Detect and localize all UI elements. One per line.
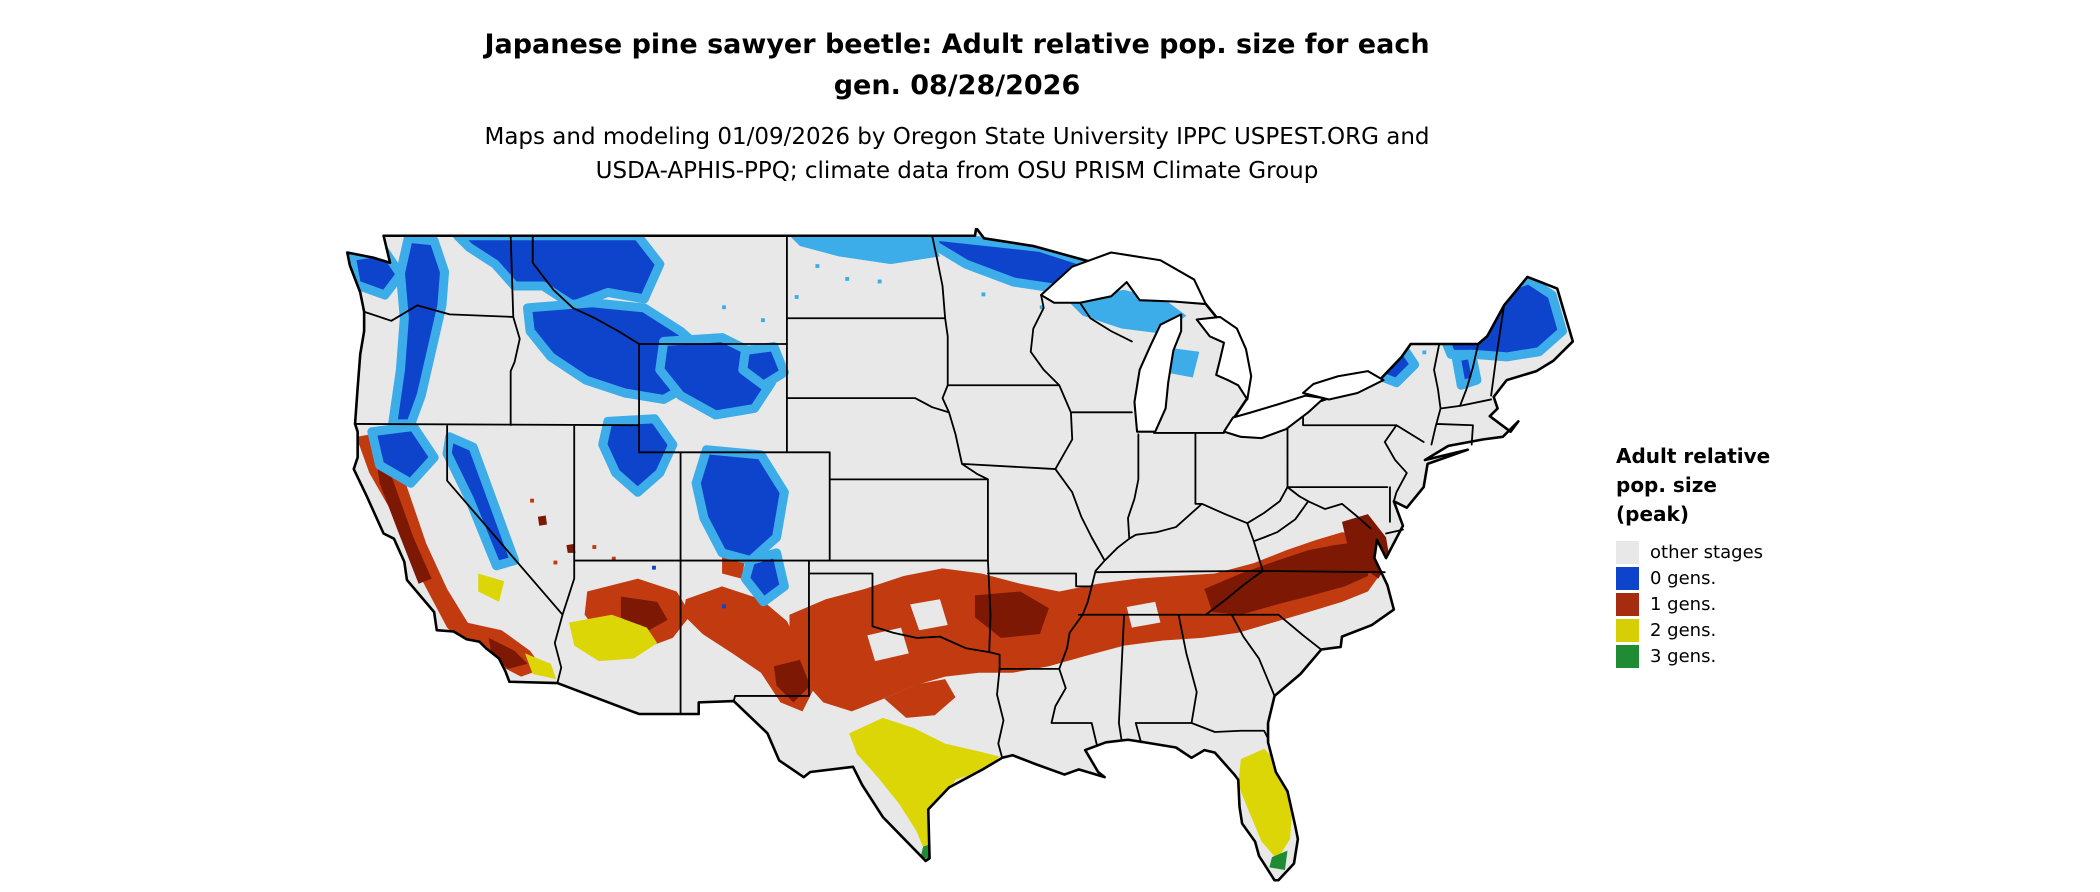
region-gen3-areas (920, 842, 1288, 870)
region-gen0-sierra-nevada (442, 432, 520, 571)
legend-swatch-3-gens (1616, 645, 1639, 668)
lake-superior (1040, 251, 1207, 306)
legend-item-0-gens: 0 gens. (1616, 567, 1916, 590)
legend-label-3-gens: 3 gens. (1650, 646, 1717, 667)
legend-title-line2: pop. size (1616, 473, 1717, 497)
legend-swatch-0-gens (1616, 567, 1639, 590)
region-gen0-wasatch (598, 414, 678, 497)
region-gen0-cascades (388, 233, 450, 429)
legend-item-3-gens: 3 gens. (1616, 645, 1916, 668)
region-gen1-texas-hill-country (884, 679, 956, 718)
lake-huron (1195, 315, 1253, 401)
page-title-line2: gen. 08/28/2026 (833, 70, 1081, 101)
gap-central-oklahoma (910, 599, 948, 631)
legend-swatch-1-gens (1616, 593, 1639, 616)
population-regions (347, 231, 1567, 870)
page-title-line1: Japanese pine sawyer beetle: Adult relat… (484, 29, 1430, 60)
region-gen1-dark-ca-coast-range (374, 447, 432, 584)
region-gen2-south-texas (849, 717, 1000, 858)
region-gen1-dark-socal (488, 637, 528, 669)
region-gen0-bighorns (738, 342, 789, 390)
region-gen2-south-arizona (569, 614, 658, 662)
gap-north-texas (867, 627, 909, 662)
page-title: Japanese pine sawyer beetle: Adult relat… (484, 24, 1429, 106)
legend-label-2-gens: 2 gens. (1650, 620, 1717, 641)
lake-ontario (1302, 370, 1385, 401)
legend-title-line1: Adult relative (1616, 444, 1771, 468)
region-gen1-dark-nevada-specks (537, 515, 576, 553)
region-gen2-areas (478, 573, 1293, 860)
legend-swatch-2-gens (1616, 619, 1639, 642)
great-lakes (1040, 251, 1385, 440)
page-subtitle-line2: USDA-APHIS-PPQ; climate data from OSU PR… (595, 158, 1319, 184)
legend-title-line3: (peak) (1616, 502, 1689, 526)
state-borders (354, 234, 1505, 759)
legend-item-1-gens: 1 gens. (1616, 593, 1916, 616)
region-gen0-white-mountains (1451, 349, 1482, 390)
legend-label-other-stages: other stages (1650, 542, 1764, 563)
region-gen0-sangre-de-cristo (740, 548, 789, 607)
legend-item-other-stages: other stages (1616, 541, 1916, 564)
region-gen3-south-florida (1269, 850, 1288, 870)
us-choropleth-map (333, 228, 1578, 888)
legend: Adult relative pop. size (peak) other st… (1616, 442, 1916, 671)
us-map-svg (345, 228, 1575, 882)
legend-label-1-gens: 1 gens. (1650, 594, 1717, 615)
region-gen0-klamath (367, 422, 439, 488)
region-gen1-dark-appalachians (1204, 542, 1371, 615)
region-gen0-light-north-plains (789, 235, 940, 265)
lake-michigan (1133, 313, 1183, 433)
legend-swatch-other-stages (1616, 541, 1639, 564)
region-gen0-areas (347, 231, 1567, 607)
region-gen1-dark-west-texas (773, 659, 811, 703)
legend-item-2-gens: 2 gens. (1616, 619, 1916, 642)
page-subtitle: Maps and modeling 01/09/2026 by Oregon S… (484, 120, 1429, 188)
legend-label-0-gens: 0 gens. (1650, 568, 1717, 589)
legend-title: Adult relative pop. size (peak) (1616, 442, 1916, 529)
legend-items: other stages 0 gens. 1 gens. 2 gens. 3 g… (1616, 541, 1916, 668)
region-gen2-florida (1238, 748, 1293, 860)
page-subtitle-line1: Maps and modeling 01/09/2026 by Oregon S… (484, 124, 1430, 150)
region-gen2-southeast-california (524, 653, 557, 680)
region-gen1-dark-ozarks (974, 591, 1049, 638)
region-gen2-central-valley (478, 573, 505, 602)
